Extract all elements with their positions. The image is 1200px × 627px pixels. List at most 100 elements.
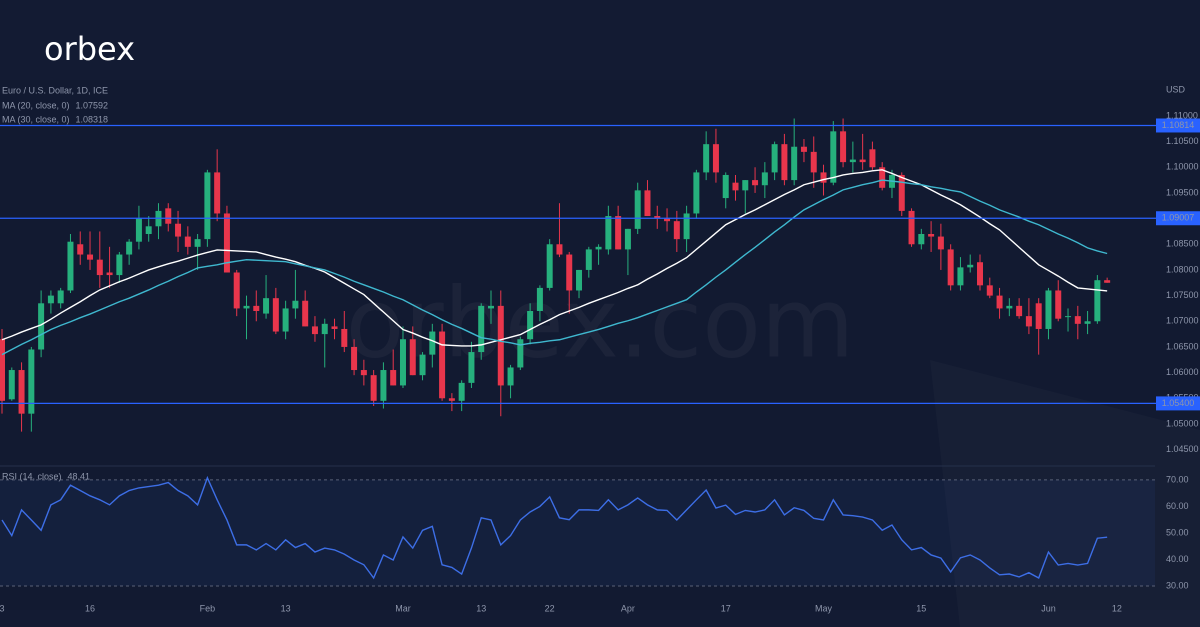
candle-body	[957, 267, 964, 286]
candle-body	[996, 295, 1003, 309]
level-label: 1.10814	[1162, 120, 1195, 130]
candle-body	[810, 151, 817, 173]
y-tick-label: 40.00	[1166, 554, 1189, 564]
candle-body	[908, 210, 915, 245]
x-tick-label: Mar	[395, 603, 411, 613]
legend-label: RSI (14, close)	[2, 471, 62, 481]
candle-body	[429, 331, 436, 355]
candle-body	[928, 234, 935, 237]
y-tick-label: 1.07500	[1166, 290, 1199, 300]
candle-body	[1006, 305, 1013, 309]
candle-body	[1074, 316, 1081, 324]
candle-body	[390, 370, 397, 386]
y-tick-label: 60.00	[1166, 501, 1189, 511]
y-tick-label: 1.08500	[1166, 239, 1199, 249]
level-label: 1.09007	[1162, 213, 1195, 223]
candle-body	[634, 190, 641, 229]
candle-body	[761, 172, 768, 186]
level-label-box	[1156, 211, 1200, 226]
candle-body	[360, 370, 367, 376]
candle-body	[1055, 290, 1062, 319]
y-tick-label: 1.07000	[1166, 316, 1199, 326]
y-tick-label: 1.06500	[1166, 341, 1199, 351]
y-tick-label: 1.05000	[1166, 418, 1199, 428]
y-tick-label: 1.08000	[1166, 264, 1199, 274]
candle-body	[331, 326, 338, 329]
candle-body	[351, 346, 358, 371]
candle-body	[1094, 280, 1101, 322]
candle-body	[223, 213, 230, 273]
candle-body	[605, 216, 612, 250]
legend-label: MA (20, close, 0)	[2, 100, 70, 110]
candle-body	[67, 241, 74, 291]
line-series	[1, 475, 1108, 580]
candle-body	[556, 244, 563, 255]
level-label-box	[1156, 396, 1200, 411]
candle-body	[409, 339, 416, 376]
y-tick-label: 1.04500	[1166, 444, 1199, 454]
candle-body	[214, 172, 221, 214]
candle-body	[1084, 321, 1091, 324]
candle-body	[311, 326, 318, 335]
legend-value: 48.41	[68, 471, 91, 481]
candle-body	[106, 272, 113, 276]
candle-body	[448, 398, 455, 401]
candle-body	[840, 131, 847, 163]
candle-body	[488, 305, 494, 309]
candle-body	[654, 216, 661, 219]
candle-body	[781, 144, 788, 181]
legend-value: 1.08318	[76, 114, 109, 124]
candle-body	[1016, 305, 1023, 317]
candle-body	[898, 174, 905, 211]
candle-body	[175, 223, 182, 237]
candle-body	[8, 370, 15, 400]
candle-body	[1045, 290, 1052, 329]
candle-body	[47, 295, 54, 304]
candle-body	[87, 254, 94, 260]
candle-body	[380, 370, 387, 401]
candle-body	[918, 234, 925, 245]
candle-body	[292, 300, 299, 309]
chart-area	[0, 80, 1200, 610]
candle-body	[165, 208, 172, 224]
candle-body	[38, 303, 45, 350]
y-tick-label: 1.10000	[1166, 162, 1199, 172]
candle-body	[683, 213, 690, 240]
candle-body	[722, 174, 729, 199]
x-tick-label: 22	[545, 603, 555, 613]
candle-body	[439, 331, 446, 399]
candle-body	[644, 190, 651, 217]
candle-body	[546, 244, 553, 288]
candle-body	[859, 159, 866, 163]
y-tick-label: 30.00	[1166, 580, 1189, 590]
y-tick-label: 1.09500	[1166, 187, 1199, 197]
y-tick-label: 70.00	[1166, 474, 1189, 484]
candle-body	[820, 172, 827, 183]
candle-body	[321, 323, 328, 335]
logo: orbex	[44, 30, 135, 68]
candle-body	[341, 328, 348, 347]
candle-body	[233, 272, 240, 309]
x-tick-label: 15	[916, 603, 926, 613]
candle-body	[0, 339, 5, 401]
candle-body	[1104, 280, 1111, 283]
candle-body	[194, 239, 201, 247]
x-tick-label: 13	[476, 603, 486, 613]
candle-body	[585, 249, 592, 270]
candle-body	[732, 182, 739, 191]
candle-body	[527, 311, 534, 340]
x-tick-label: Apr	[621, 603, 635, 613]
candle-body	[478, 305, 485, 353]
legend-value: 1.07592	[76, 100, 109, 110]
candle-body	[399, 339, 406, 386]
candle-body	[967, 264, 974, 268]
candle-body	[18, 370, 25, 414]
candle-body	[253, 305, 260, 311]
candle-body	[673, 221, 680, 240]
candle-body	[615, 216, 622, 250]
band-fill	[0, 479, 1155, 586]
candle-body	[1035, 303, 1042, 329]
candle-body	[458, 382, 465, 401]
candle-body	[664, 218, 671, 222]
candle-body	[1065, 316, 1072, 318]
